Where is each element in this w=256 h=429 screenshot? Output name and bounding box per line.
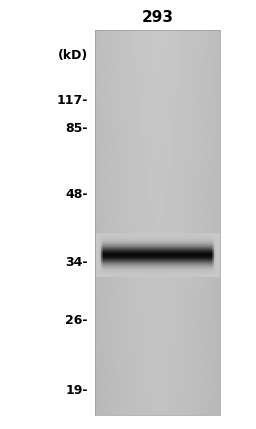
Text: 34-: 34- xyxy=(66,256,88,269)
Text: 85-: 85- xyxy=(66,121,88,135)
Text: (kD): (kD) xyxy=(58,48,88,61)
Text: 48-: 48- xyxy=(66,188,88,202)
Text: 19-: 19- xyxy=(66,384,88,396)
Text: 293: 293 xyxy=(142,10,174,25)
Text: 117-: 117- xyxy=(57,94,88,106)
Text: 26-: 26- xyxy=(66,314,88,326)
